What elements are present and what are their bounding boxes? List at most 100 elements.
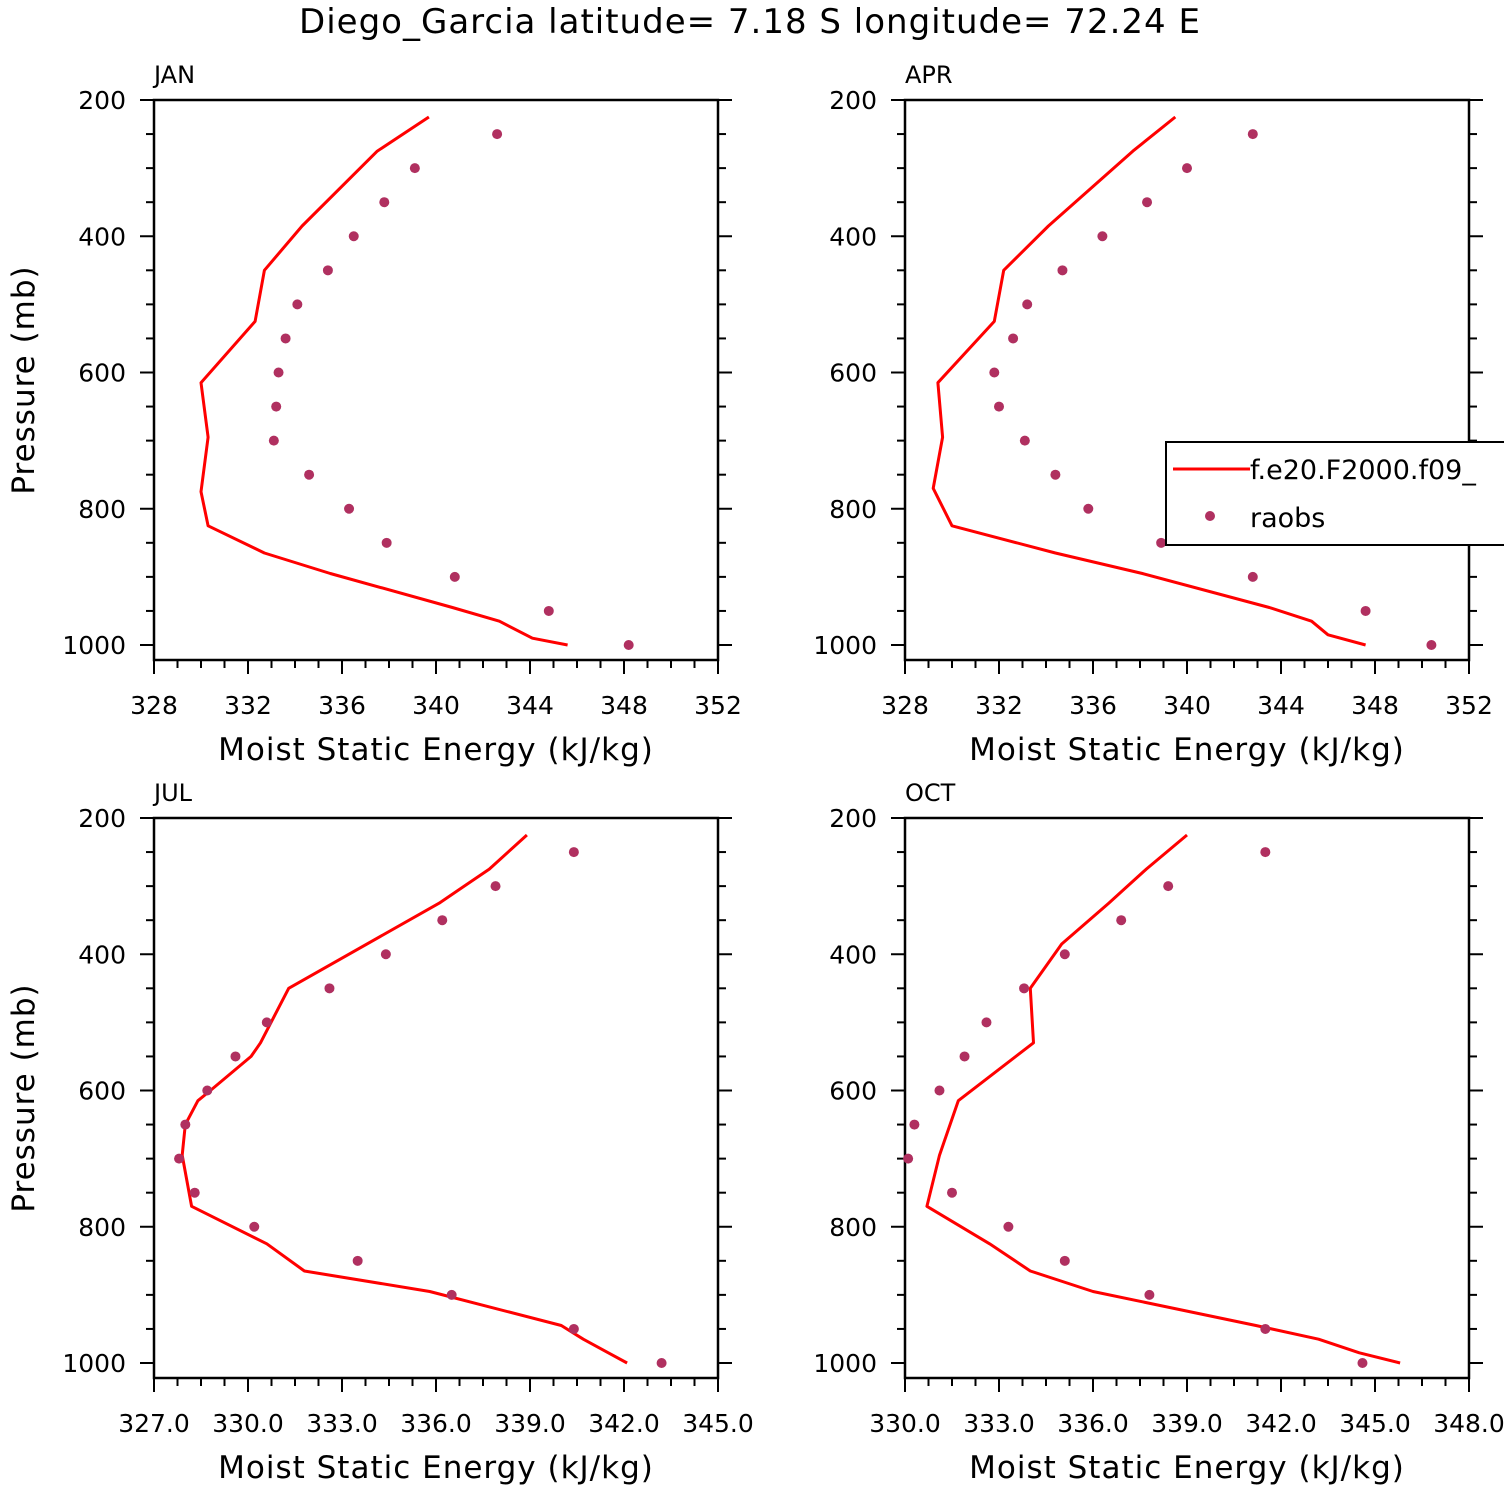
raobs-point [1022, 299, 1033, 310]
raobs-point [1144, 1289, 1155, 1300]
model-line [199, 115, 568, 647]
raobs-point [230, 1051, 241, 1062]
plot-frame [903, 816, 1471, 1380]
x-tick-label: 348.0 [1433, 1409, 1504, 1438]
x-tick-label: 333.0 [306, 1409, 378, 1438]
raobs-point [348, 231, 359, 242]
raobs-point [304, 469, 315, 480]
raobs-point [994, 401, 1004, 412]
x-tick-label: 342.0 [1245, 1409, 1317, 1438]
x-tick-label: 339.0 [1151, 1409, 1223, 1438]
y-axis-label: Pressure (mb) [6, 983, 42, 1212]
y-tick-label: 200 [78, 86, 126, 115]
raobs-point [1019, 983, 1030, 994]
panel-jan: JAN 200 400 600 800 1000 328 332 336 340 344 348 352… [6, 61, 742, 768]
x-tick-label: 352 [694, 691, 742, 720]
x-tick-label: 336 [318, 691, 366, 720]
raobs-point [947, 1187, 957, 1198]
legend-box [1165, 441, 1504, 546]
model-line [925, 833, 1401, 1365]
legend-raobs-marker [1205, 511, 1215, 521]
legend-raobs-label: raobs [1250, 503, 1325, 534]
raobs-point [381, 537, 392, 548]
model-line [931, 115, 1366, 647]
x-tick-label: 348 [600, 691, 648, 720]
raobs-point [1357, 1358, 1368, 1368]
raobs-point [446, 1289, 457, 1300]
x-tick-label: 342.0 [588, 1409, 660, 1438]
raobs-point [1003, 1221, 1014, 1232]
x-tick-label: 330.0 [869, 1409, 941, 1438]
y-tick-label: 400 [78, 222, 126, 251]
raobs-point [268, 435, 279, 446]
raobs-point [352, 1255, 363, 1266]
x-tick-label: 340 [1163, 691, 1211, 720]
raobs-point [380, 949, 391, 960]
raobs-point [1260, 1323, 1271, 1334]
raobs-point [989, 367, 1000, 378]
x-tick-label: 336.0 [400, 1409, 472, 1438]
raobs-point [280, 333, 291, 344]
raobs-point [249, 1221, 260, 1232]
raobs-point [324, 983, 335, 994]
y-tick-label: 200 [829, 804, 877, 833]
panel-label: JAN [152, 61, 195, 89]
raobs-point [1260, 847, 1271, 858]
raobs-point [903, 1153, 914, 1164]
x-tick-label: 328 [130, 691, 178, 720]
raobs-point [273, 367, 284, 378]
legend-model-label: f.e20.F2000.f09_ [1250, 455, 1476, 486]
panel-label: JUL [152, 779, 193, 807]
x-tick-label: 348 [1351, 691, 1399, 720]
y-tick-label: 400 [78, 940, 126, 969]
x-tick-label: 332 [975, 691, 1023, 720]
raobs-point [568, 1323, 579, 1334]
panel-apr: APR 200 400 600 800 1000 328 332 336 340 344 348 352… [813, 61, 1492, 768]
raobs-point [909, 1119, 920, 1130]
model-line [180, 833, 628, 1365]
x-tick-label: 327.0 [118, 1409, 190, 1438]
x-tick-label: 344 [1257, 691, 1305, 720]
raobs-point [202, 1085, 213, 1096]
x-tick-label: 330.0 [212, 1409, 284, 1438]
raobs-point [409, 163, 420, 174]
y-tick-label: 1000 [62, 1349, 126, 1378]
x-axis-label: Moist Static Energy (kJ/kg) [969, 1450, 1405, 1486]
panel-label: APR [905, 61, 953, 89]
raobs-point [271, 401, 282, 412]
y-tick-label: 800 [829, 495, 877, 524]
x-tick-label: 332 [224, 691, 272, 720]
panel-oct: OCT 200 400 600 800 1000 330.0 333.0 336.0 339.0 3… [813, 779, 1504, 1486]
raobs-point [189, 1187, 200, 1198]
raobs-point [1097, 231, 1108, 242]
raobs-point [1059, 949, 1070, 960]
y-tick-label: 600 [78, 1077, 126, 1106]
y-tick-label: 400 [829, 222, 877, 251]
x-tick-label: 345.0 [1339, 1409, 1411, 1438]
raobs-point [322, 265, 333, 276]
raobs-point [449, 571, 460, 582]
raobs-point [1426, 640, 1437, 650]
x-tick-label: 340 [412, 691, 460, 720]
y-tick-label: 600 [829, 1077, 877, 1106]
raobs-point [1156, 537, 1167, 548]
raobs-point [1247, 571, 1258, 582]
raobs-point [623, 640, 634, 650]
legend: f.e20.F2000.f09_ raobs [1165, 441, 1504, 546]
x-axis-label: Moist Static Energy (kJ/kg) [218, 1450, 654, 1486]
raobs-point [344, 503, 355, 514]
raobs-point [1360, 605, 1371, 616]
x-tick-label: 328 [881, 691, 929, 720]
y-tick-label: 600 [829, 359, 877, 388]
raobs-point [981, 1017, 992, 1028]
raobs-point [379, 197, 390, 208]
raobs-point [292, 299, 303, 310]
raobs-point [959, 1051, 970, 1062]
raobs-point [1116, 915, 1127, 926]
panels: JAN 200 400 600 800 1000 328 332 336 340 344 348 352… [6, 61, 1504, 1486]
panel-jul: JUL 200 400 600 800 1000 327.0 330.0 333.0 336.0 3… [6, 779, 754, 1486]
y-tick-label: 800 [829, 1213, 877, 1242]
y-tick-label: 1000 [813, 1349, 877, 1378]
raobs-point [492, 129, 503, 140]
raobs-point [568, 847, 579, 858]
